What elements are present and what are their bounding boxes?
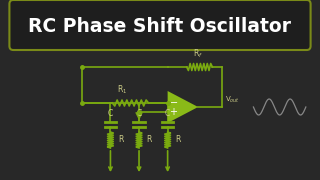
Text: +: + (170, 107, 178, 117)
Text: R: R (147, 136, 152, 145)
Text: R: R (118, 136, 124, 145)
Text: C: C (165, 109, 170, 118)
Text: −: − (170, 98, 178, 108)
Text: R$_1$: R$_1$ (117, 84, 127, 96)
Polygon shape (168, 91, 198, 123)
Text: RC Phase Shift Oscillator: RC Phase Shift Oscillator (28, 17, 292, 35)
Text: C: C (108, 109, 113, 118)
Text: R: R (175, 136, 180, 145)
Text: V$_{out}$: V$_{out}$ (225, 95, 240, 105)
FancyBboxPatch shape (9, 0, 311, 50)
Text: R$_f$: R$_f$ (193, 48, 203, 60)
Text: C: C (136, 109, 142, 118)
